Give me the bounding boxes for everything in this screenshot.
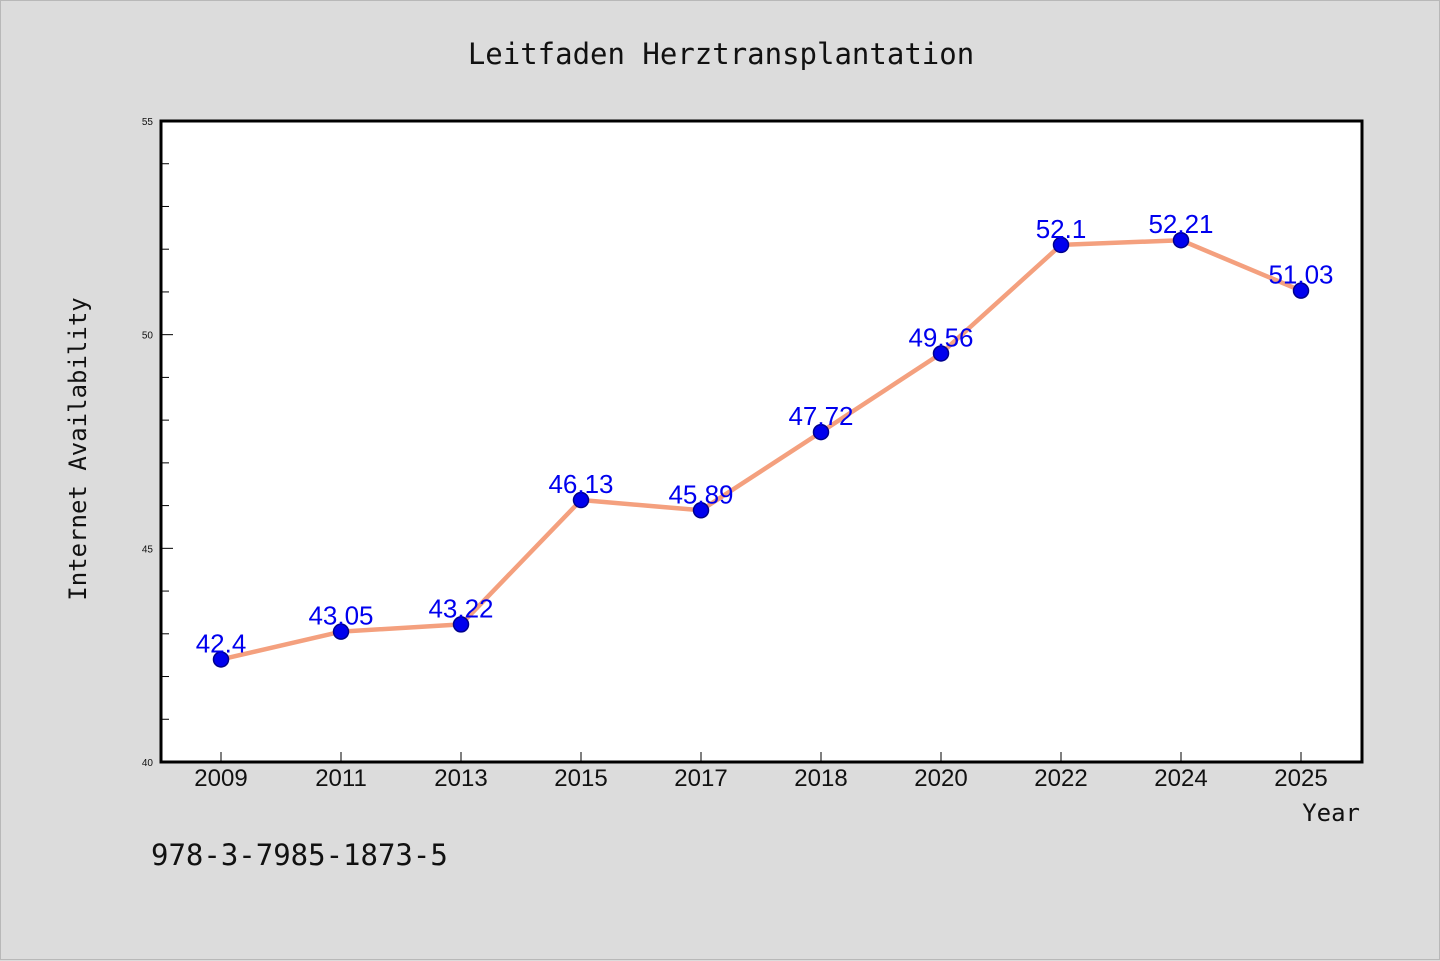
data-point — [1052, 236, 1070, 254]
y-tick-label: 45 — [142, 544, 154, 555]
x-axis-title: Year — [1302, 799, 1360, 827]
y-tick-label: 40 — [142, 758, 154, 769]
data-point — [692, 502, 710, 519]
data-labels: 42.4 43.05 43.22 46.13 45.89 47.72 49.56 52.1 52… — [196, 209, 1334, 658]
data-point — [1292, 282, 1310, 299]
x-tick-label: 2018 — [794, 765, 847, 792]
chart-title: Leitfaden Herztransplantation — [468, 37, 974, 71]
plot-area — [159, 119, 1364, 764]
x-axis: 2009 2011 2013 2015 2017 2018 2020 2022 2024 2025 — [194, 752, 1328, 792]
data-label: 52.21 — [1148, 209, 1213, 239]
x-tick-label: 2009 — [194, 765, 247, 792]
data-label: 47.72 — [788, 401, 853, 431]
x-tick-label: 2013 — [434, 765, 487, 792]
x-tick-label: 2024 — [1154, 765, 1207, 792]
data-point — [572, 491, 590, 509]
data-label: 43.05 — [308, 601, 373, 631]
x-tick-label: 2011 — [315, 765, 367, 792]
data-label: 51.03 — [1268, 260, 1333, 290]
data-point — [452, 616, 470, 633]
x-tick-label: 2025 — [1274, 765, 1327, 792]
series-markers — [212, 231, 1310, 668]
data-point — [332, 623, 350, 640]
x-tick-label: 2022 — [1034, 765, 1087, 792]
data-label: 52.1 — [1036, 214, 1087, 244]
x-tick-label: 2015 — [554, 765, 607, 792]
data-point — [932, 345, 950, 362]
y-tick-label: 55 — [142, 117, 154, 128]
data-point — [1172, 231, 1190, 249]
data-label: 49.56 — [908, 322, 973, 352]
series-line — [220, 237, 1302, 662]
data-label: 45.89 — [668, 479, 733, 509]
data-point — [812, 423, 830, 441]
x-tick-label: 2017 — [674, 765, 727, 792]
y-tick-label: 50 — [142, 331, 154, 342]
data-label: 42.4 — [196, 628, 247, 658]
y-axis: 40 45 50 55 — [142, 117, 173, 769]
data-label: 46.13 — [548, 469, 613, 499]
data-point — [212, 651, 230, 668]
data-label: 43.22 — [428, 593, 493, 623]
x-tick-label: 2020 — [914, 765, 967, 792]
isbn-footer: 978-3-7985-1873-5 — [151, 838, 448, 872]
y-axis-title: Internet Availability — [64, 297, 92, 600]
